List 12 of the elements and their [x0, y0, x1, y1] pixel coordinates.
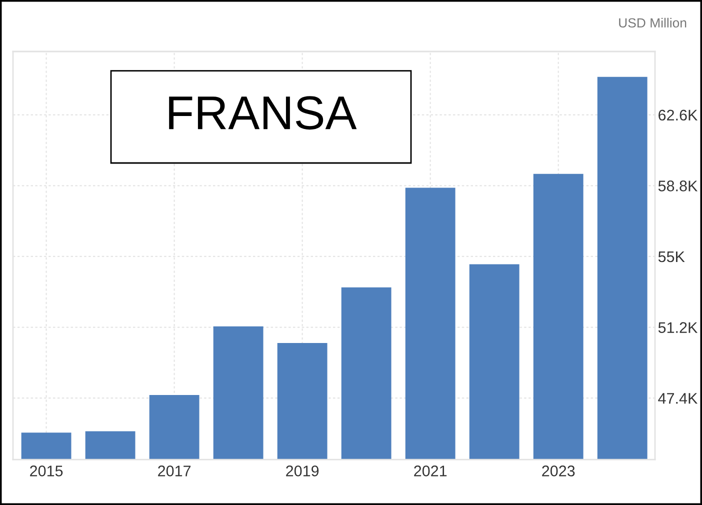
y-tick-label: 47.4K — [658, 393, 698, 404]
x-tick-label: 2023 — [542, 466, 575, 476]
y-tick-label: 55K — [658, 252, 685, 262]
text: FRANSA — [169, 96, 357, 130]
y-tick-label: 62.6K — [658, 110, 698, 121]
x-tick-label: 2019 — [286, 466, 319, 476]
y-tick-label: 58.8K — [658, 180, 698, 192]
x-tick-label: 2015 — [30, 466, 63, 476]
x-tick-label: 2017 — [158, 466, 191, 476]
y-axis-title: USD Million — [619, 18, 686, 28]
x-tick-label: 2021 — [414, 466, 447, 476]
y-tick-label: 51.2K — [658, 322, 698, 333]
